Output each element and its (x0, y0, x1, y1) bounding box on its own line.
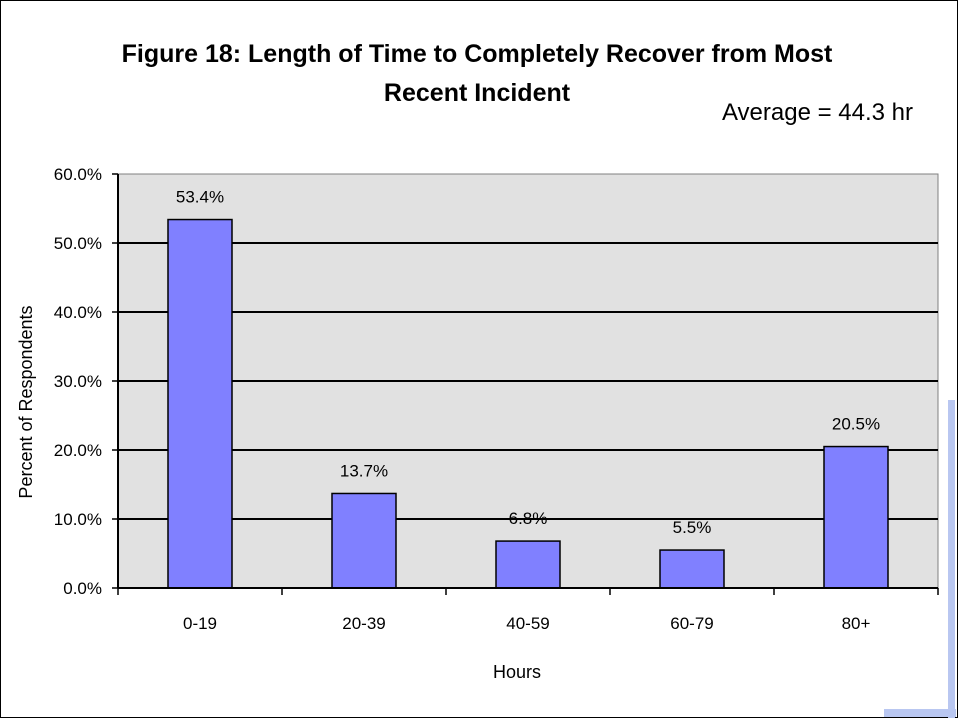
chart-title-line-2: Recent Incident (384, 79, 571, 107)
y-tick-label: 40.0% (54, 303, 102, 322)
bar-80+ (823, 445, 889, 589)
y-tick-label: 50.0% (54, 234, 102, 253)
y-tick-labels: 0.0% 10.0% 20.0% 30.0% 40.0% 50.0% 60.0% (54, 165, 102, 598)
bar-20-39 (331, 492, 397, 589)
data-label: 5.5% (673, 518, 712, 537)
bar-40-59 (495, 540, 561, 589)
bar-60-79 (659, 549, 725, 589)
x-axis-title: Hours (493, 662, 541, 682)
data-label: 53.4% (176, 188, 224, 207)
y-tick-label: 0.0% (63, 579, 102, 598)
y-tick-label: 60.0% (54, 165, 102, 184)
x-tick-labels: 0-19 20-39 40-59 60-79 80+ (183, 614, 871, 633)
chart-title-line-1: Figure 18: Length of Time to Completely … (122, 40, 833, 68)
axes (112, 173, 939, 595)
data-label: 6.8% (509, 509, 548, 528)
x-tick-label: 20-39 (342, 614, 385, 633)
y-tick-label: 20.0% (54, 441, 102, 460)
y-tick-label: 10.0% (54, 510, 102, 529)
data-label: 20.5% (832, 415, 880, 434)
y-axis-title: Percent of Respondents (16, 305, 36, 498)
bar-0-19 (167, 218, 233, 589)
bars (167, 218, 889, 589)
data-labels: 53.4% 13.7% 6.8% 5.5% 20.5% (176, 188, 880, 538)
x-tick-label: 0-19 (183, 614, 217, 633)
decorative-bar-horizontal (884, 709, 956, 717)
decorative-bar-vertical (948, 400, 955, 718)
x-tick-label: 80+ (842, 614, 871, 633)
x-tick-label: 40-59 (506, 614, 549, 633)
x-tick-label: 60-79 (670, 614, 713, 633)
gridlines (118, 242, 938, 520)
data-label: 13.7% (340, 461, 388, 480)
y-tick-label: 30.0% (54, 372, 102, 391)
average-annotation: Average = 44.3 hr (722, 99, 913, 126)
